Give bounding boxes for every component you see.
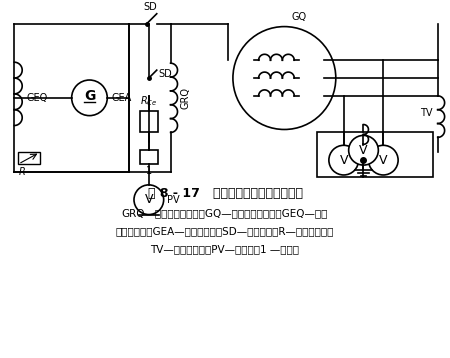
Text: GQ: GQ [292, 12, 307, 21]
Text: V: V [379, 154, 387, 166]
Text: V: V [339, 154, 348, 166]
Circle shape [369, 145, 398, 175]
Text: GRQ: GRQ [180, 87, 190, 109]
Text: TV—电压互感器；PV—毫伏表；1 —分流器: TV—电压互感器；PV—毫伏表；1 —分流器 [150, 244, 300, 254]
Circle shape [134, 185, 164, 214]
Text: SD: SD [143, 2, 157, 12]
Text: GEQ: GEQ [27, 93, 48, 103]
Text: GRQ—发电机转子绕组；GQ—发电机定子绕组；GEQ—励磁: GRQ—发电机转子绕组；GQ—发电机定子绕组；GEQ—励磁 [122, 209, 328, 219]
Bar [140, 150, 158, 164]
Text: 机励磁绕组；GEA—励磁机电枢；SD—灭磁开关；R—磁场变阻器；: 机励磁绕组；GEA—励磁机电枢；SD—灭磁开关；R—磁场变阻器； [116, 226, 334, 236]
Text: GEA: GEA [111, 93, 131, 103]
Text: PV: PV [166, 195, 179, 205]
Text: $R_{Ce}$: $R_{Ce}$ [140, 94, 157, 108]
Text: V: V [359, 144, 368, 157]
Text: TV: TV [420, 108, 433, 118]
Bar [18, 152, 40, 164]
Text: V: V [144, 193, 153, 206]
Circle shape [233, 26, 336, 130]
Text: SD: SD [159, 69, 172, 79]
Bar [317, 132, 433, 177]
Text: 图 8 - 17   发电机空载特性试验接线图: 图 8 - 17 发电机空载特性试验接线图 [148, 187, 302, 200]
Bar [140, 111, 158, 132]
Circle shape [72, 80, 107, 116]
Circle shape [349, 135, 378, 165]
Text: R: R [18, 167, 25, 177]
Text: 1: 1 [146, 166, 152, 176]
Circle shape [329, 145, 359, 175]
Text: G: G [84, 89, 95, 103]
